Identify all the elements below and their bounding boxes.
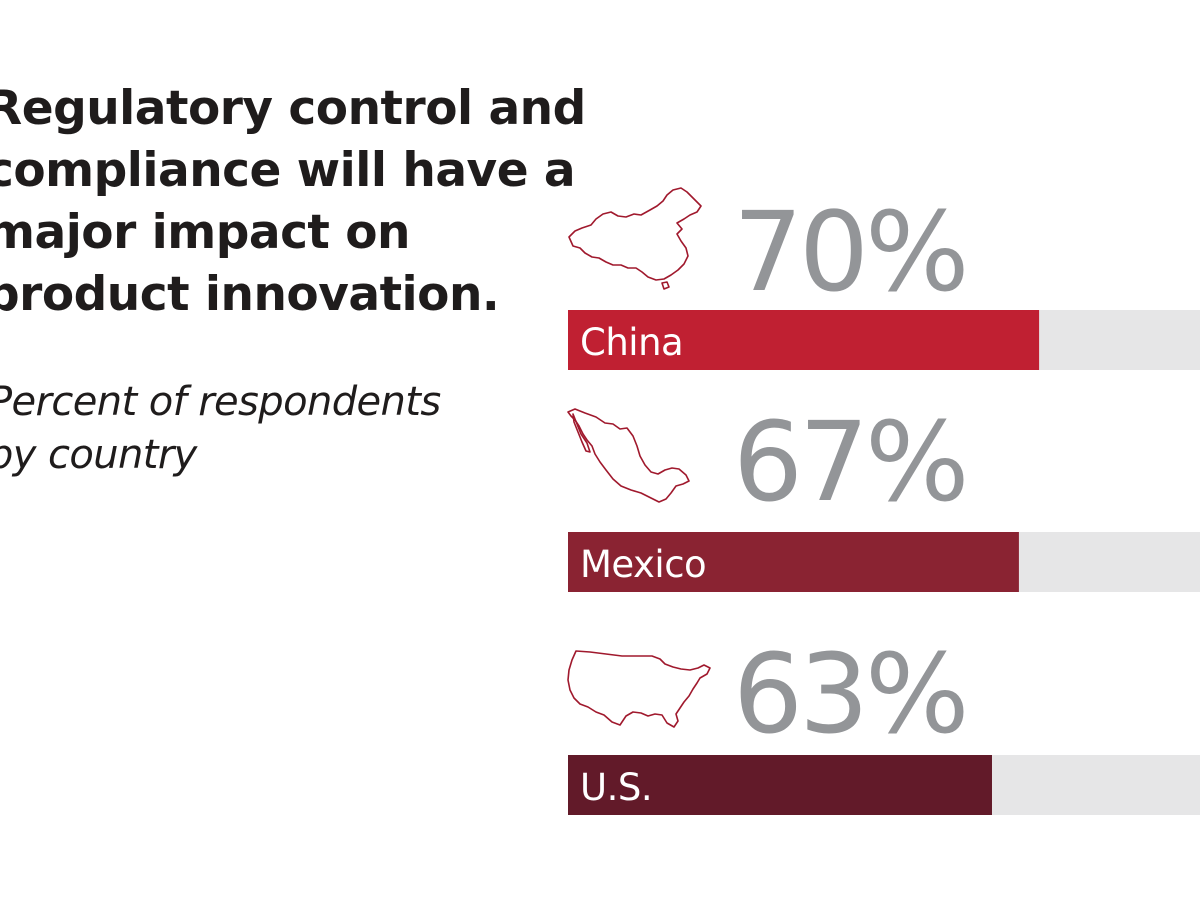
headline: Regulatory control and compliance will h…: [0, 81, 586, 322]
mexico-map-icon: [567, 408, 690, 503]
percent-value-label: 70%: [733, 188, 966, 316]
bar-label: Mexico: [580, 543, 706, 586]
bar-mexico: [568, 532, 1019, 592]
china-map-icon: [568, 187, 702, 290]
bar-label: China: [580, 321, 683, 364]
bar-us: [568, 755, 992, 815]
bar-label: U.S.: [580, 766, 652, 809]
usa-map-icon: [567, 650, 711, 728]
percent-value-label: 63%: [733, 630, 966, 758]
percent-value-label: 67%: [733, 398, 966, 526]
subtitle: Percent of respondents by country: [0, 379, 441, 478]
bar-china: [568, 310, 1040, 370]
